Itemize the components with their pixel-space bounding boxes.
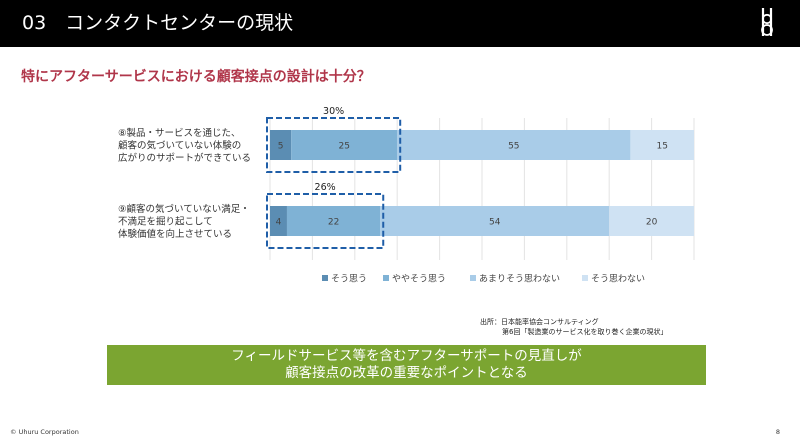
bar-segment: [609, 206, 694, 236]
data-label: 22: [328, 218, 339, 228]
footer-page-number: 8: [775, 428, 780, 436]
bar-segment: [397, 130, 631, 160]
slide-title: 03 コンタクトセンターの現状: [22, 12, 294, 34]
category-label-line: 体験価値を向上させている: [118, 228, 232, 240]
source-note: 出所：日本能率協会コンサルティング 第6回「製造業のサービス化を取り巻く企業の現…: [480, 317, 667, 337]
conclusion-callout: フィールドサービス等を含むアフターサポートの見直しが 顧客接点の改革の重要なポイ…: [107, 345, 706, 385]
highlight-label: 30%: [323, 106, 344, 117]
callout-line-2: 顧客接点の改革の重要なポイントとなる: [285, 365, 528, 381]
bar-segment: [630, 130, 694, 160]
category-label-line: ⑧製品・サービスを通じた、: [118, 127, 241, 139]
source-line-2: 第6回「製造業のサービス化を取り巻く企業の現状」: [502, 328, 668, 336]
footer-copyright: © Uhuru Corporation: [10, 428, 79, 436]
legend-swatch: [322, 275, 328, 281]
legend-label: そう思う: [331, 274, 367, 285]
bar-segment: [286, 206, 381, 236]
data-label: 54: [489, 218, 501, 228]
company-logo-icon: [761, 8, 773, 36]
category-label-line: ⑨顧客の気づいていない満足・: [118, 203, 250, 215]
category-label-line: 広がりのサポートができている: [118, 152, 251, 164]
legend-label: そう思わない: [591, 274, 645, 285]
legend-swatch: [582, 275, 588, 281]
category-label-line: 顧客の気づいていない体験の: [118, 140, 241, 152]
highlight-box: [266, 193, 385, 249]
data-label: 25: [338, 142, 349, 152]
header-bar: 03 コンタクトセンターの現状: [0, 0, 800, 47]
bar-segment: [291, 130, 398, 160]
data-label: 55: [508, 142, 519, 152]
data-label: 4: [276, 218, 282, 228]
data-label: 20: [646, 218, 658, 228]
bar-segment: [270, 206, 287, 236]
legend-label: あまりそう思わない: [479, 274, 560, 285]
stacked-bar-chart: ⑧製品・サービスを通じた、 顧客の気づいていない体験の 広がりのサポートができている…: [0, 100, 800, 304]
data-label: 5: [278, 142, 284, 152]
source-line-1: 出所：日本能率協会コンサルティング: [480, 318, 599, 326]
question-heading: 特にアフターサービスにおける顧客接点の設計は十分？: [21, 69, 371, 85]
bar-segment: [270, 130, 292, 160]
legend-label: ややそう思う: [392, 274, 446, 285]
category-label-line: 不満足を掘り起こして: [118, 216, 213, 228]
chart-canvas: ⑧製品・サービスを通じた、顧客の気づいていない体験の広がりのサポートができている…: [118, 106, 695, 285]
legend-swatch: [470, 275, 476, 281]
highlight-label: 26%: [315, 182, 336, 193]
data-label: 15: [656, 142, 667, 152]
callout-line-1: フィールドサービス等を含むアフターサポートの見直しが: [231, 348, 582, 364]
legend-swatch: [383, 275, 389, 281]
bar-segment: [380, 206, 610, 236]
highlight-box: [266, 117, 402, 173]
